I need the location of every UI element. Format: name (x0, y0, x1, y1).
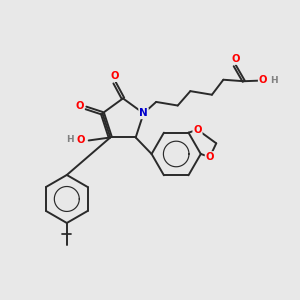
Text: O: O (76, 135, 85, 145)
Text: O: O (231, 54, 240, 64)
Text: H: H (271, 76, 278, 85)
Text: O: O (259, 75, 267, 85)
Text: O: O (110, 71, 119, 81)
Text: O: O (75, 101, 84, 111)
Text: H: H (66, 135, 74, 144)
Text: O: O (206, 152, 214, 162)
Text: O: O (193, 125, 202, 135)
Text: N: N (139, 108, 148, 118)
